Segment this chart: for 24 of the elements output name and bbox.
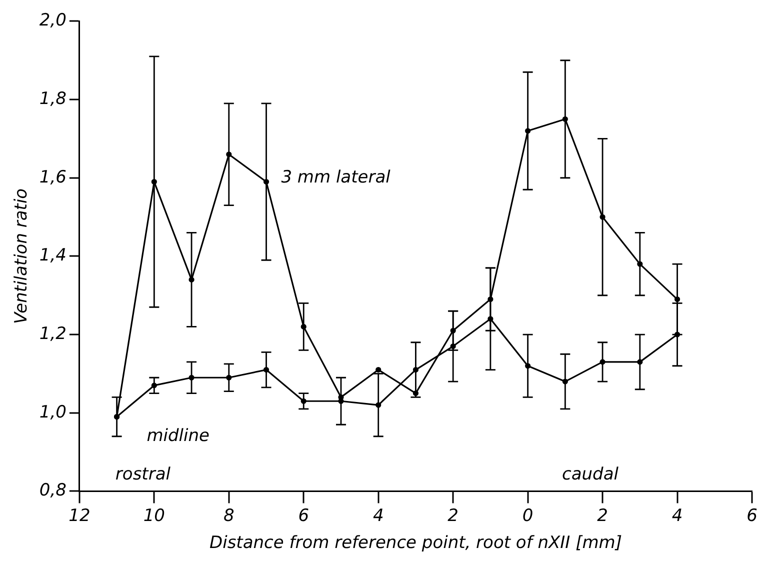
x-tick-label: 0 [522,506,534,526]
point [376,366,382,373]
x-tick-label: 4 [372,506,384,526]
x-tick-label: 6 [746,506,758,526]
x-tick-label: 4 [672,506,683,526]
x-axis-title: Distance from reference point, root of nXII [mm] [209,533,622,554]
x-tick-label: 2 [448,506,458,526]
y-tick-label: 1,8 [39,88,67,109]
y-tick-label: 1,0 [39,402,66,422]
y-tick-label: 0,8 [39,480,67,501]
y-tick-label: 1,2 [39,324,66,344]
annotation: rostral [115,464,171,485]
x-tick-label: 2 [597,506,608,526]
x-tick-label: 12 [68,506,90,526]
y-tick-label: 1,4 [39,246,66,266]
y-tick-label: 1,6 [39,167,67,188]
y-axis-title: Ventilation ratio [12,188,32,324]
x-tick-label: 8 [223,506,234,526]
annotation: caudal [562,464,619,485]
x-tick-label: 10 [143,506,165,526]
y-tick-label: 2,0 [39,10,66,31]
series-label: midline [146,426,210,446]
series-label: 3 mm lateral [281,167,391,188]
x-tick-label: 6 [298,506,310,526]
